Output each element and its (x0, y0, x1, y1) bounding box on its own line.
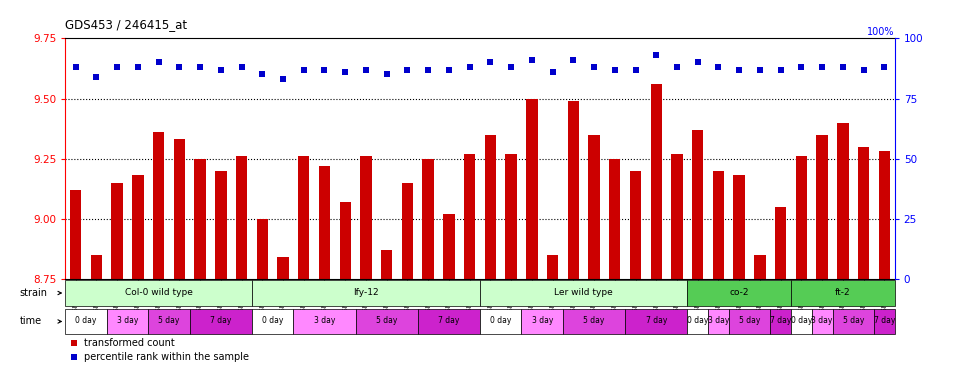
Text: GDS453 / 246415_at: GDS453 / 246415_at (65, 18, 187, 31)
Text: 5 day: 5 day (843, 316, 864, 325)
Bar (444, 214, 455, 279)
Text: 0 day: 0 day (687, 316, 708, 325)
Bar (65, 309, 107, 334)
Text: 3 day: 3 day (117, 316, 138, 325)
Bar (381, 250, 393, 279)
Text: 3 day: 3 day (811, 316, 833, 325)
Bar (340, 202, 351, 279)
Bar (733, 175, 745, 279)
Bar (687, 280, 791, 306)
Bar (874, 309, 895, 334)
Bar (480, 309, 521, 334)
Bar (770, 309, 791, 334)
Bar (418, 309, 480, 334)
Text: 0 day: 0 day (791, 316, 812, 325)
Bar (775, 207, 786, 279)
Text: Col-0 wild type: Col-0 wild type (125, 288, 193, 297)
Bar (816, 135, 828, 279)
Text: 7 day: 7 day (645, 316, 667, 325)
Bar (521, 309, 563, 334)
Bar (567, 101, 579, 279)
Bar (65, 280, 252, 306)
Text: strain: strain (19, 288, 48, 298)
Bar (360, 156, 372, 279)
Bar (692, 130, 704, 279)
Bar (791, 309, 812, 334)
Bar (526, 98, 538, 279)
Bar (111, 183, 123, 279)
Bar (277, 257, 289, 279)
Text: 0 day: 0 day (262, 316, 283, 325)
Text: 7 day: 7 day (874, 316, 895, 325)
Bar (878, 152, 890, 279)
Text: 5 day: 5 day (158, 316, 180, 325)
Bar (858, 147, 870, 279)
Bar (671, 154, 683, 279)
Bar (148, 309, 190, 334)
Bar (132, 175, 144, 279)
Bar (215, 171, 227, 279)
Text: 7 day: 7 day (770, 316, 791, 325)
Bar (609, 158, 620, 279)
Text: lfy-12: lfy-12 (353, 288, 379, 297)
Text: 3 day: 3 day (708, 316, 730, 325)
Bar (298, 156, 309, 279)
Bar (252, 309, 294, 334)
Text: 5 day: 5 day (739, 316, 760, 325)
Text: 0 day: 0 day (75, 316, 97, 325)
Bar (90, 255, 102, 279)
Bar (153, 132, 164, 279)
Text: co-2: co-2 (730, 288, 749, 297)
Bar (355, 309, 418, 334)
Bar (485, 135, 496, 279)
Text: Ler wild type: Ler wild type (554, 288, 613, 297)
Bar (194, 158, 205, 279)
Bar (256, 219, 268, 279)
Bar (107, 309, 148, 334)
Bar (729, 309, 770, 334)
Bar (563, 309, 625, 334)
Bar (252, 280, 480, 306)
Bar (547, 255, 559, 279)
Bar (588, 135, 600, 279)
Bar (236, 156, 248, 279)
Bar (832, 309, 874, 334)
Bar (687, 309, 708, 334)
Bar (837, 123, 849, 279)
Text: time: time (19, 317, 42, 326)
Text: 100%: 100% (867, 27, 895, 37)
Bar (174, 139, 185, 279)
Text: 7 day: 7 day (438, 316, 460, 325)
Bar (70, 190, 82, 279)
Bar (812, 309, 832, 334)
Bar (294, 309, 355, 334)
Text: 5 day: 5 day (376, 316, 397, 325)
Bar (319, 166, 330, 279)
Text: 0 day: 0 day (490, 316, 512, 325)
Bar (712, 171, 724, 279)
Bar (505, 154, 516, 279)
Text: percentile rank within the sample: percentile rank within the sample (84, 352, 249, 362)
Bar (625, 309, 687, 334)
Bar (791, 280, 895, 306)
Bar (480, 280, 687, 306)
Bar (708, 309, 729, 334)
Bar (796, 156, 807, 279)
Text: transformed count: transformed count (84, 338, 175, 348)
Bar (464, 154, 475, 279)
Text: 5 day: 5 day (584, 316, 605, 325)
Bar (422, 158, 434, 279)
Bar (755, 255, 766, 279)
Text: 3 day: 3 day (532, 316, 553, 325)
Bar (401, 183, 413, 279)
Bar (190, 309, 252, 334)
Text: ft-2: ft-2 (835, 288, 851, 297)
Text: 7 day: 7 day (210, 316, 231, 325)
Bar (651, 84, 662, 279)
Text: 3 day: 3 day (314, 316, 335, 325)
Bar (630, 171, 641, 279)
